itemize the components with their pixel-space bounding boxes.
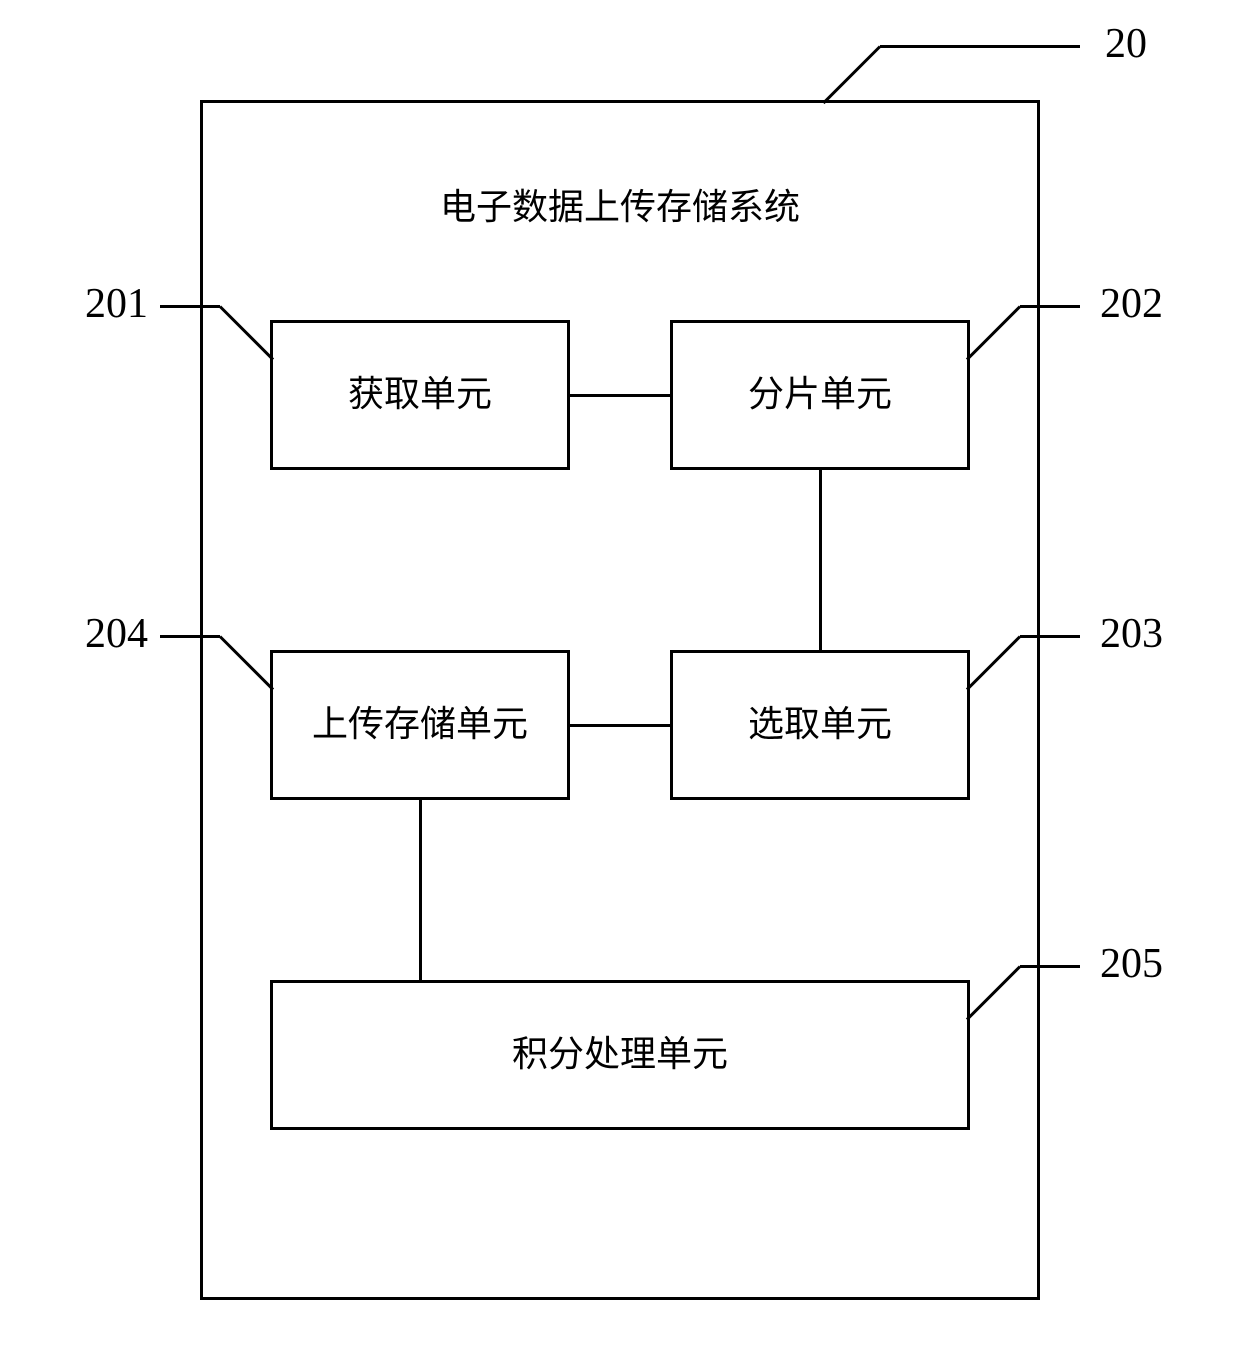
block-203-label: 选取单元 xyxy=(748,703,892,746)
block-205: 积分处理单元 xyxy=(270,980,970,1130)
ref-202: 202 xyxy=(1100,280,1163,328)
leader-205-h xyxy=(1020,965,1080,968)
connector-204-205 xyxy=(419,800,422,980)
leader-20-h xyxy=(880,45,1080,48)
ref-205: 205 xyxy=(1100,940,1163,988)
block-205-label: 积分处理单元 xyxy=(512,1033,728,1076)
ref-201: 201 xyxy=(85,280,148,328)
ref-20: 20 xyxy=(1105,20,1147,68)
leader-20-d xyxy=(822,45,881,104)
leader-204-h xyxy=(160,635,220,638)
connector-203-204 xyxy=(570,724,670,727)
connector-201-202 xyxy=(570,394,670,397)
block-204-label: 上传存储单元 xyxy=(312,703,528,746)
block-201: 获取单元 xyxy=(270,320,570,470)
leader-203-h xyxy=(1020,635,1080,638)
ref-204: 204 xyxy=(85,610,148,658)
block-202-label: 分片单元 xyxy=(748,373,892,416)
block-204: 上传存储单元 xyxy=(270,650,570,800)
leader-202-h xyxy=(1020,305,1080,308)
system-title: 电子数据上传存储系统 xyxy=(410,178,830,230)
block-203: 选取单元 xyxy=(670,650,970,800)
block-201-label: 获取单元 xyxy=(348,373,492,416)
leader-201-h xyxy=(160,305,220,308)
diagram-canvas: 电子数据上传存储系统 获取单元 分片单元 选取单元 上传存储单元 积分处理单元 … xyxy=(0,0,1240,1357)
ref-203: 203 xyxy=(1100,610,1163,658)
connector-202-203 xyxy=(819,470,822,650)
block-202: 分片单元 xyxy=(670,320,970,470)
